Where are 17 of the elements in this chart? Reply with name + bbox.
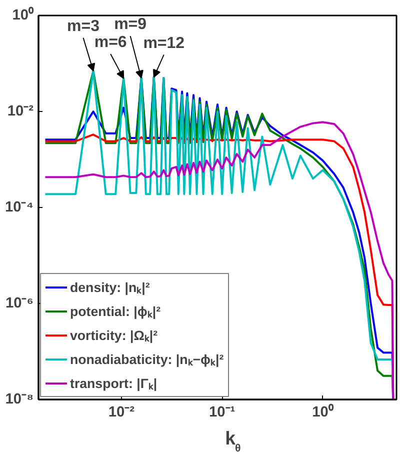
x-tick-label: 10⁰ <box>312 404 334 420</box>
y-tick-label: 10⁻² <box>7 104 34 120</box>
x-tick-label: 10⁻² <box>108 404 135 420</box>
legend-label: vorticity: |Ωₖ|² <box>70 327 158 344</box>
annotation: m=3 <box>67 18 100 35</box>
y-tick-label: 10⁻⁴ <box>4 200 34 216</box>
y-tick-label: 10⁻⁶ <box>5 296 34 312</box>
annotation: m=9 <box>114 16 147 34</box>
annotation: m=12 <box>143 34 185 52</box>
x-tick-label: 10⁻¹ <box>209 404 236 420</box>
y-tick-label: 10⁻⁸ <box>5 392 34 408</box>
legend-label: nonadiabaticity: |nₖ−ϕₖ|² <box>70 351 224 368</box>
legend-label: density: |nₖ|² <box>70 279 150 296</box>
legend-label: potential: |ϕₖ|² <box>70 303 161 320</box>
y-tick-label: 10⁰ <box>12 6 34 24</box>
annotation: m=6 <box>94 34 127 52</box>
legend-label: transport: |Γₖ| <box>70 375 158 392</box>
